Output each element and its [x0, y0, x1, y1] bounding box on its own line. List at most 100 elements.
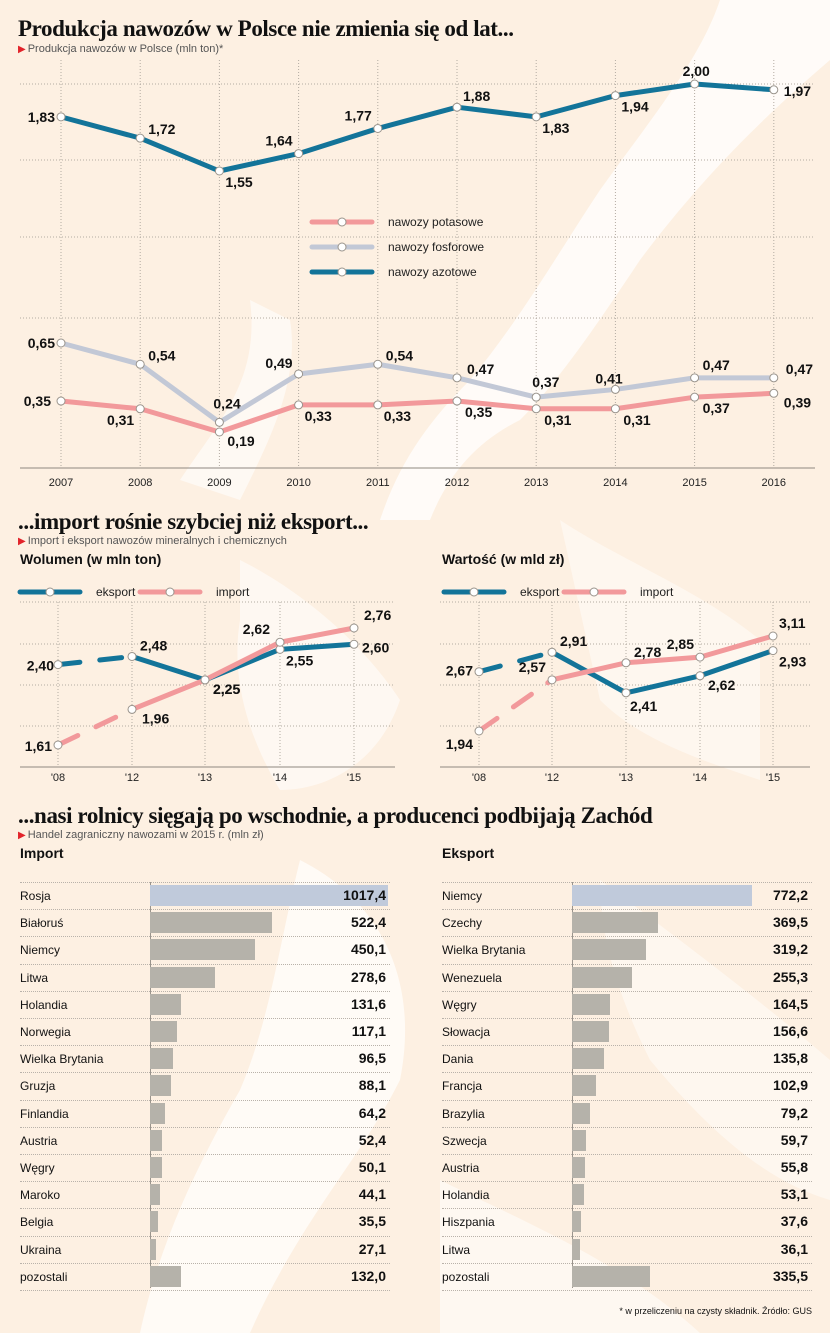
- volume-eksport-line: [131, 641, 355, 683]
- x-tick-label: 2010: [286, 477, 310, 489]
- fosforowe-data-label: 0,47: [786, 361, 813, 377]
- country-name: Finlandia: [20, 1106, 69, 1121]
- value-eksport-data-label: 2,62: [708, 677, 735, 693]
- bar: [150, 1157, 162, 1178]
- triangle-icon: ▶: [18, 536, 26, 547]
- volume-eksport-data-label: 2,48: [140, 637, 167, 653]
- production-line-chart: 1,83 1,72 1,55 1,64 1,77 1,88 1,83 1,94 2,00 1,97…: [20, 60, 815, 489]
- bar-value-label: 369,5: [772, 914, 808, 931]
- value-import-data-label: 2,57: [519, 659, 546, 675]
- potasowe-data-label: 0,35: [465, 404, 492, 420]
- country-name: Niemcy: [20, 943, 61, 958]
- volume-eksport-dashed-segment: [55, 653, 135, 668]
- triangle-icon: ▶: [18, 44, 26, 55]
- potasowe-point: [531, 404, 541, 414]
- bar-value-label: 44,1: [358, 1186, 386, 1203]
- headline-trade: ...import rośnie szybciej niż eksport...: [18, 509, 369, 534]
- import_bars-row: Niemcy 450,1: [20, 936, 390, 964]
- value-eksport-point: [768, 646, 778, 656]
- export_bars-row: Brazylia 79,2: [442, 1099, 812, 1128]
- fosforowe-point: [56, 338, 66, 348]
- bar-value-label: 50,1: [358, 1159, 386, 1175]
- fosforowe-data-label: 0,24: [213, 395, 240, 411]
- fosforowe-point: [452, 373, 462, 383]
- azotowe-point: [769, 85, 779, 95]
- fosforowe-point: [769, 373, 779, 383]
- fosforowe-point: [135, 359, 145, 369]
- volume-import-data-label: 2,62: [243, 621, 270, 637]
- bar-value-label: 772,2: [772, 887, 808, 903]
- export-bar-chart: Niemcy 772,2 Czechy 369,5 Wielka Brytania 319…: [442, 882, 812, 1291]
- value-import-legend-label: import: [640, 585, 674, 599]
- volume-eksport-data-label: 2,25: [213, 681, 240, 697]
- value-eksport-dashed-segment: [476, 649, 555, 675]
- value-eksport-point: [547, 647, 557, 657]
- country-name: Norwegia: [20, 1025, 71, 1039]
- country-name: Litwa: [20, 970, 49, 985]
- bar-value-label: 117,1: [351, 1023, 386, 1039]
- import_bars-row: Norwegia 117,1: [20, 1018, 390, 1046]
- export_bars-bottom-rule: [442, 1290, 812, 1291]
- x-tick-label: '08: [472, 772, 486, 784]
- azotowe-data-label: 1,83: [542, 120, 569, 136]
- azotowe-point: [214, 166, 224, 176]
- import_bars-row: Ukraina 27,1: [20, 1235, 390, 1264]
- bar-value-label: 52,4: [358, 1131, 386, 1148]
- x-tick-label: '13: [198, 772, 212, 784]
- export-panel-title: Eksport: [442, 845, 495, 861]
- country-name: Ukraina: [20, 1242, 62, 1257]
- headline-production: Produkcja nawozów w Polsce nie zmienia s…: [18, 16, 514, 41]
- azotowe-data-label: 1,72: [148, 121, 175, 137]
- country-name: Słowacja: [442, 1025, 491, 1039]
- potasowe-line: [60, 390, 774, 435]
- azotowe-data-label: 1,97: [784, 83, 811, 99]
- export_bars-row: Szwecja 59,7: [442, 1126, 812, 1155]
- volume-eksport-data-label: 2,55: [286, 652, 313, 668]
- import_bars-row: Gruzja 88,1: [20, 1072, 390, 1100]
- bar-value-label: 156,6: [772, 1023, 808, 1039]
- x-tick-label: 2008: [128, 477, 152, 489]
- value-eksport-data-label: 2,93: [779, 654, 806, 670]
- export_bars-row: Dania 135,8: [442, 1045, 812, 1073]
- subtitle-production: ▶ Produkcja nawozów w Polsce (mln ton)*: [18, 43, 223, 55]
- bar-value-label: 164,5: [772, 995, 808, 1012]
- fosforowe-line: [60, 340, 774, 425]
- potasowe-data-label: 0,37: [703, 400, 730, 416]
- potasowe-point: [56, 396, 66, 406]
- volume-import-point: [53, 740, 63, 750]
- triangle-icon: ▶: [18, 830, 26, 841]
- bar: [150, 885, 388, 906]
- azotowe-data-label: 1,94: [621, 99, 648, 115]
- bar: [572, 1129, 586, 1151]
- volume-eksport-legend-label: eksport: [96, 585, 136, 599]
- country-name: Litwa: [442, 1242, 471, 1257]
- azotowe-data-label: 2,00: [683, 63, 710, 79]
- fosforowe-point: [214, 417, 224, 427]
- azotowe-point: [56, 112, 66, 122]
- value-import-data-label: 2,85: [667, 636, 694, 652]
- volume-eksport-point: [349, 639, 359, 649]
- bar: [572, 993, 611, 1015]
- x-tick-label: 2011: [366, 477, 390, 489]
- bar: [572, 1102, 591, 1124]
- potasowe-point: [769, 388, 779, 398]
- fosforowe-legend-label: nawozy fosforowe: [388, 240, 484, 254]
- volume-import-point: [349, 623, 359, 633]
- bar: [150, 1238, 157, 1260]
- fosforowe-data-label: 0,54: [386, 347, 413, 363]
- volume-eksport-point: [127, 651, 137, 661]
- country-name: Austria: [20, 1133, 58, 1148]
- fosforowe-legend-marker: [337, 242, 347, 252]
- country-name: Rosja: [20, 889, 51, 903]
- country-name: Austria: [442, 1161, 480, 1175]
- export_bars-row: Hiszpania 37,6: [442, 1208, 812, 1236]
- bar-value-label: 35,5: [358, 1213, 386, 1230]
- potasowe-legend-label: nawozy potasowe: [388, 215, 484, 229]
- country-name: Maroko: [20, 1188, 61, 1203]
- volume-import-legend-marker: [165, 587, 175, 597]
- bar-value-label: 96,5: [358, 1050, 386, 1067]
- fosforowe-point: [373, 359, 383, 369]
- fosforowe-data-label: 0,47: [703, 357, 730, 373]
- fosforowe-data-label: 0,54: [148, 347, 175, 363]
